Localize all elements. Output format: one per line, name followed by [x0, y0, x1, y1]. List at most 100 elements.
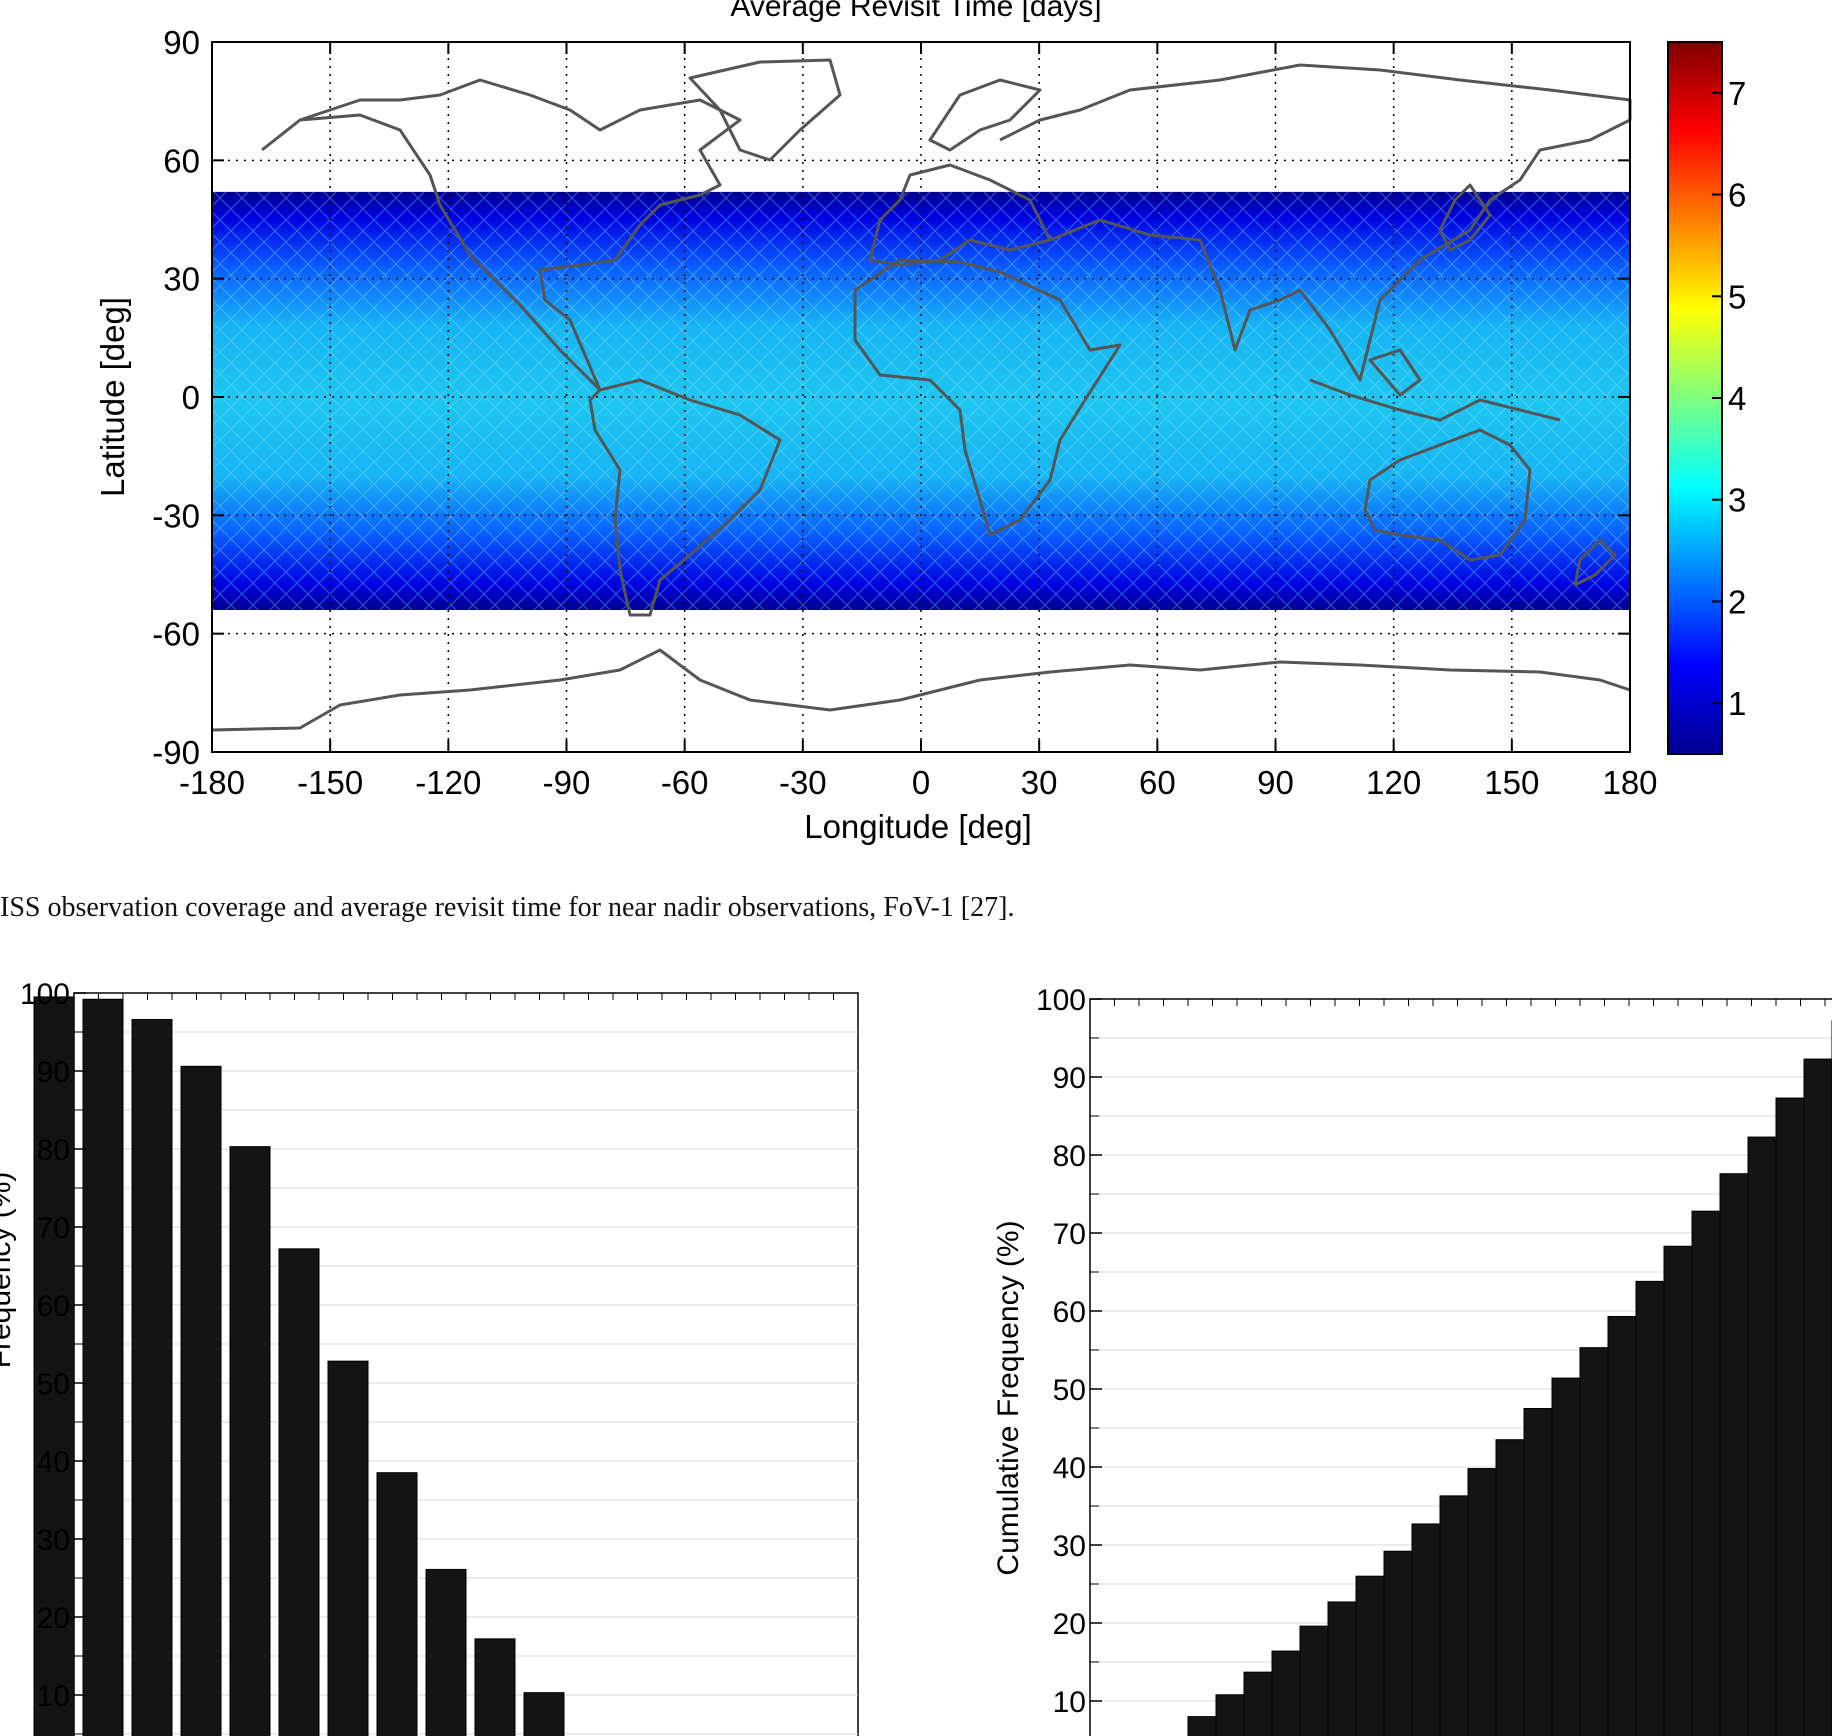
map-x-axis-label: Longitude [deg] [804, 808, 1032, 845]
cumulative-frequency-bar-chart: 10 20 30 40 50 60 70 80 90 100 Cumulative Frequen… [992, 984, 1832, 1736]
cumulative-bar [1411, 1523, 1441, 1736]
frequency-y-tick-label: 30 [37, 1524, 70, 1557]
frequency-y-tick-label: 70 [37, 1212, 70, 1245]
frequency-y-tick-label: 10 [37, 1680, 70, 1713]
cumulative-bar [1803, 1058, 1832, 1736]
cumulative-tick-labels: 10 20 30 40 50 60 70 80 90 100 [1036, 984, 1102, 1719]
cumulative-bar [1719, 1173, 1749, 1736]
map-x-tick-label: 150 [1484, 764, 1539, 801]
revisit-map-chart: Average Revisit Time [days] -180 -150 -120… [94, 0, 1746, 845]
frequency-y-tick-label: 40 [37, 1446, 70, 1479]
cumulative-bar [1747, 1136, 1777, 1736]
cumulative-y-tick-label: 30 [1053, 1530, 1086, 1563]
cumulative-y-tick-label: 80 [1053, 1140, 1086, 1173]
map-x-tick-label: -60 [661, 764, 709, 801]
frequency-bar-chart: 10 20 30 40 50 60 70 80 90 100 Frequency (%) [0, 978, 859, 1736]
frequency-y-tick-label: 60 [37, 1290, 70, 1323]
frequency-bar [425, 1568, 467, 1736]
cumulative-bar [1495, 1439, 1525, 1736]
map-x-tick-label: -90 [543, 764, 591, 801]
frequency-y-tick-label: 80 [37, 1134, 70, 1167]
map-x-tick-label: 30 [1021, 764, 1058, 801]
cumulative-bar [1775, 1097, 1805, 1736]
coastlines [211, 58, 1632, 732]
colorbar-tick-labels: 1 2 3 4 5 6 7 [1712, 75, 1746, 722]
map-x-tick-label: -120 [415, 764, 481, 801]
frequency-bar [327, 1360, 369, 1736]
cumulative-y-tick-label: 60 [1053, 1296, 1086, 1329]
frequency-y-tick-label: 100 [20, 978, 70, 1011]
cumulative-y-tick-label: 100 [1036, 984, 1086, 1017]
map-x-tick-label: -150 [297, 764, 363, 801]
cumulative-bar [1607, 1315, 1637, 1736]
cumulative-y-axis-label: Cumulative Frequency (%) [992, 1220, 1025, 1575]
colorbar-tick-label: 5 [1728, 278, 1746, 315]
cumulative-y-tick-label: 70 [1053, 1218, 1086, 1251]
frequency-bar [82, 998, 124, 1736]
cumulative-y-tick-label: 10 [1053, 1686, 1086, 1719]
cumulative-bar [1243, 1671, 1273, 1736]
frequency-y-tick-label: 20 [37, 1602, 70, 1635]
new-zealand-coast [1573, 538, 1617, 587]
north-america-coast [261, 78, 742, 392]
frequency-bar [376, 1472, 418, 1736]
cumulative-bar [1551, 1377, 1581, 1736]
cumulative-bar [1355, 1575, 1385, 1736]
cumulative-bar [1383, 1550, 1413, 1736]
indonesia-coast [1309, 348, 1561, 422]
cumulative-bar [1187, 1716, 1217, 1736]
map-tick-labels: -180 -150 -120 -90 -60 -30 0 30 60 90 120 150 180 90 6… [152, 24, 1657, 801]
colorbar-tick-label: 1 [1728, 685, 1746, 722]
asia-coast [999, 63, 1632, 382]
frequency-bar [131, 1019, 173, 1736]
cumulative-bar [1579, 1347, 1609, 1736]
south-america-coast [588, 378, 782, 617]
figure-caption: ISS observation coverage and average rev… [0, 892, 1015, 923]
africa-coast [853, 258, 1122, 537]
map-y-tick-label: 0 [182, 379, 200, 416]
antarctica-coast [211, 648, 1631, 732]
colorbar-tick-label: 4 [1728, 380, 1746, 417]
cumulative-y-tick-label: 50 [1053, 1374, 1086, 1407]
map-x-tick-label: 120 [1366, 764, 1421, 801]
map-y-tick-label: -90 [152, 734, 200, 771]
cumulative-bar [1523, 1408, 1553, 1736]
cumulative-bar [1691, 1210, 1721, 1736]
cumulative-bar [1299, 1625, 1329, 1736]
cumulative-y-tick-label: 40 [1053, 1452, 1086, 1485]
colorbar-tick-label: 2 [1728, 583, 1746, 620]
cumulative-bar [1215, 1694, 1245, 1736]
map-x-tick-label: -180 [179, 764, 245, 801]
frequency-bar [474, 1638, 516, 1736]
frequency-y-axis-label: Frequency (%) [0, 1172, 17, 1369]
japan-coast [1438, 183, 1492, 252]
cumulative-bar [1327, 1601, 1357, 1736]
colorbar-tick-label: 7 [1728, 75, 1746, 112]
australia-coast [1363, 428, 1532, 562]
cumulative-bar [1439, 1495, 1469, 1736]
map-x-tick-label: 0 [912, 764, 930, 801]
map-y-tick-label: 90 [163, 24, 200, 61]
frequency-y-tick-label: 90 [37, 1056, 70, 1089]
frequency-bar [229, 1146, 271, 1736]
map-y-tick-label: 60 [163, 142, 200, 179]
cumulative-bar [1271, 1650, 1301, 1736]
cumulative-bar [1663, 1245, 1693, 1736]
frequency-bar [33, 996, 75, 1736]
map-y-tick-label: -60 [152, 616, 200, 653]
frequency-bar [278, 1248, 320, 1736]
greenland-coast [688, 58, 842, 162]
cumulative-y-tick-label: 20 [1053, 1608, 1086, 1641]
frequency-tick-labels: 10 20 30 40 50 60 70 80 90 100 [20, 978, 86, 1713]
map-y-axis-label: Latitude [deg] [94, 297, 131, 497]
cumulative-bar [1635, 1280, 1665, 1736]
cumulative-bars [1187, 1020, 1832, 1736]
map-x-tick-label: -30 [779, 764, 827, 801]
colorbar-tick-label: 6 [1728, 177, 1746, 214]
colorbar-tick-label: 3 [1728, 482, 1746, 519]
frequency-bars [33, 996, 565, 1736]
map-y-tick-label: -30 [152, 497, 200, 534]
frequency-bar [523, 1692, 565, 1736]
cumulative-bar [1467, 1468, 1497, 1736]
